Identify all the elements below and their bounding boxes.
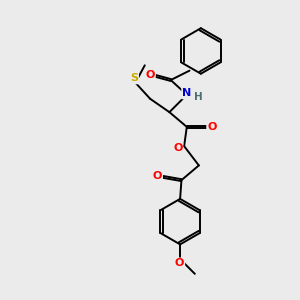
Text: H: H <box>194 92 203 102</box>
Text: N: N <box>182 88 191 98</box>
Text: O: O <box>153 171 162 181</box>
Text: O: O <box>173 143 182 153</box>
Text: O: O <box>175 258 184 268</box>
Text: O: O <box>146 70 155 80</box>
Text: O: O <box>207 122 217 132</box>
Text: S: S <box>130 74 138 83</box>
